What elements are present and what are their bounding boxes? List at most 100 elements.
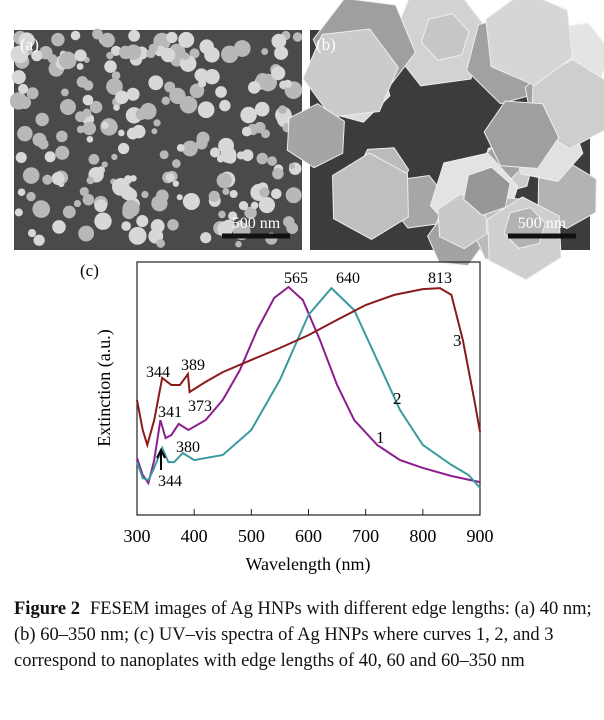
panel-label: (a)	[20, 35, 39, 54]
particle	[216, 172, 232, 189]
particle	[176, 144, 185, 152]
spectrum-line	[136, 285, 481, 486]
particle	[88, 153, 100, 165]
particle	[101, 161, 108, 168]
particle	[283, 79, 292, 88]
particle	[111, 153, 118, 161]
panel-label: (b)	[316, 35, 336, 54]
particle	[167, 219, 179, 231]
particle	[76, 63, 84, 70]
particle	[285, 187, 302, 204]
panel-label: (c)	[80, 261, 99, 280]
caption-label: Figure 2	[14, 599, 80, 619]
particle	[97, 166, 106, 174]
particle	[271, 188, 282, 200]
particle	[288, 162, 295, 170]
particle	[250, 201, 259, 210]
x-axis-label: Wavelength (nm)	[245, 554, 370, 575]
particle	[176, 194, 183, 201]
x-tick-label: 800	[409, 526, 436, 546]
particle	[271, 66, 286, 81]
particle	[32, 200, 51, 218]
particle	[52, 220, 66, 234]
particle	[219, 99, 231, 112]
annotation: 813	[428, 270, 452, 287]
particle	[166, 31, 178, 44]
annotation: 389	[181, 357, 205, 374]
annotation: 344	[158, 473, 182, 490]
particle	[101, 121, 109, 129]
particle	[122, 200, 140, 218]
x-tick-label: 700	[352, 526, 379, 546]
particle	[238, 201, 249, 211]
particle	[241, 149, 254, 162]
annotation: 373	[188, 398, 212, 415]
x-tick-label: 500	[238, 526, 265, 546]
particle	[9, 92, 28, 110]
particle	[160, 47, 176, 63]
particle	[60, 88, 69, 97]
nanoplate	[286, 103, 345, 169]
particle	[126, 127, 139, 140]
particle	[22, 167, 40, 184]
particle	[51, 32, 65, 47]
particle	[92, 28, 103, 40]
particle	[271, 33, 287, 49]
particle	[204, 69, 220, 85]
scale-label: 500 nm	[518, 215, 567, 232]
particle	[33, 234, 45, 246]
y-axis-label: Extinction (a.u.)	[94, 329, 115, 446]
particle	[82, 108, 92, 118]
particle	[56, 130, 68, 143]
particle	[169, 87, 186, 105]
particle	[42, 174, 53, 185]
particle	[118, 129, 125, 137]
spectrum-line	[136, 286, 481, 489]
particle	[186, 144, 197, 155]
particle	[165, 172, 175, 182]
caption-text: FESEM images of Ag HNPs with different e…	[14, 599, 592, 671]
annotation: 380	[176, 439, 200, 456]
particle	[111, 71, 121, 80]
particle	[181, 52, 190, 61]
particle	[86, 176, 95, 185]
particle	[126, 87, 140, 101]
particle	[197, 101, 215, 119]
particle	[136, 215, 149, 228]
curve-label: 2	[393, 389, 402, 408]
particle	[14, 208, 23, 217]
nanoplate	[331, 152, 409, 240]
particle	[47, 54, 58, 64]
particle	[218, 210, 226, 219]
particle	[106, 51, 114, 60]
x-tick-label: 900	[467, 526, 494, 546]
particle	[141, 190, 149, 199]
particle	[73, 200, 82, 208]
particle	[18, 83, 29, 95]
curve-label: 3	[453, 331, 462, 350]
particle	[195, 137, 208, 150]
particle	[244, 206, 257, 219]
particle	[58, 51, 77, 70]
particle	[79, 186, 89, 197]
particle	[228, 211, 238, 221]
particle	[182, 192, 200, 211]
particle	[209, 147, 221, 158]
particle	[82, 121, 96, 136]
particle	[229, 189, 238, 199]
particle	[117, 142, 130, 155]
x-tick-label: 300	[124, 526, 151, 546]
particle	[208, 190, 220, 202]
particle	[38, 138, 49, 150]
spectrum-line	[136, 287, 481, 449]
particle	[55, 145, 70, 160]
particle	[128, 29, 140, 42]
particle	[89, 100, 103, 114]
caption: Figure 2 FESEM images of Ag HNPs with dif…	[14, 596, 592, 674]
particle	[94, 212, 112, 230]
particle	[256, 152, 268, 165]
particle	[194, 68, 209, 82]
particle	[94, 199, 108, 213]
particle	[248, 81, 261, 94]
